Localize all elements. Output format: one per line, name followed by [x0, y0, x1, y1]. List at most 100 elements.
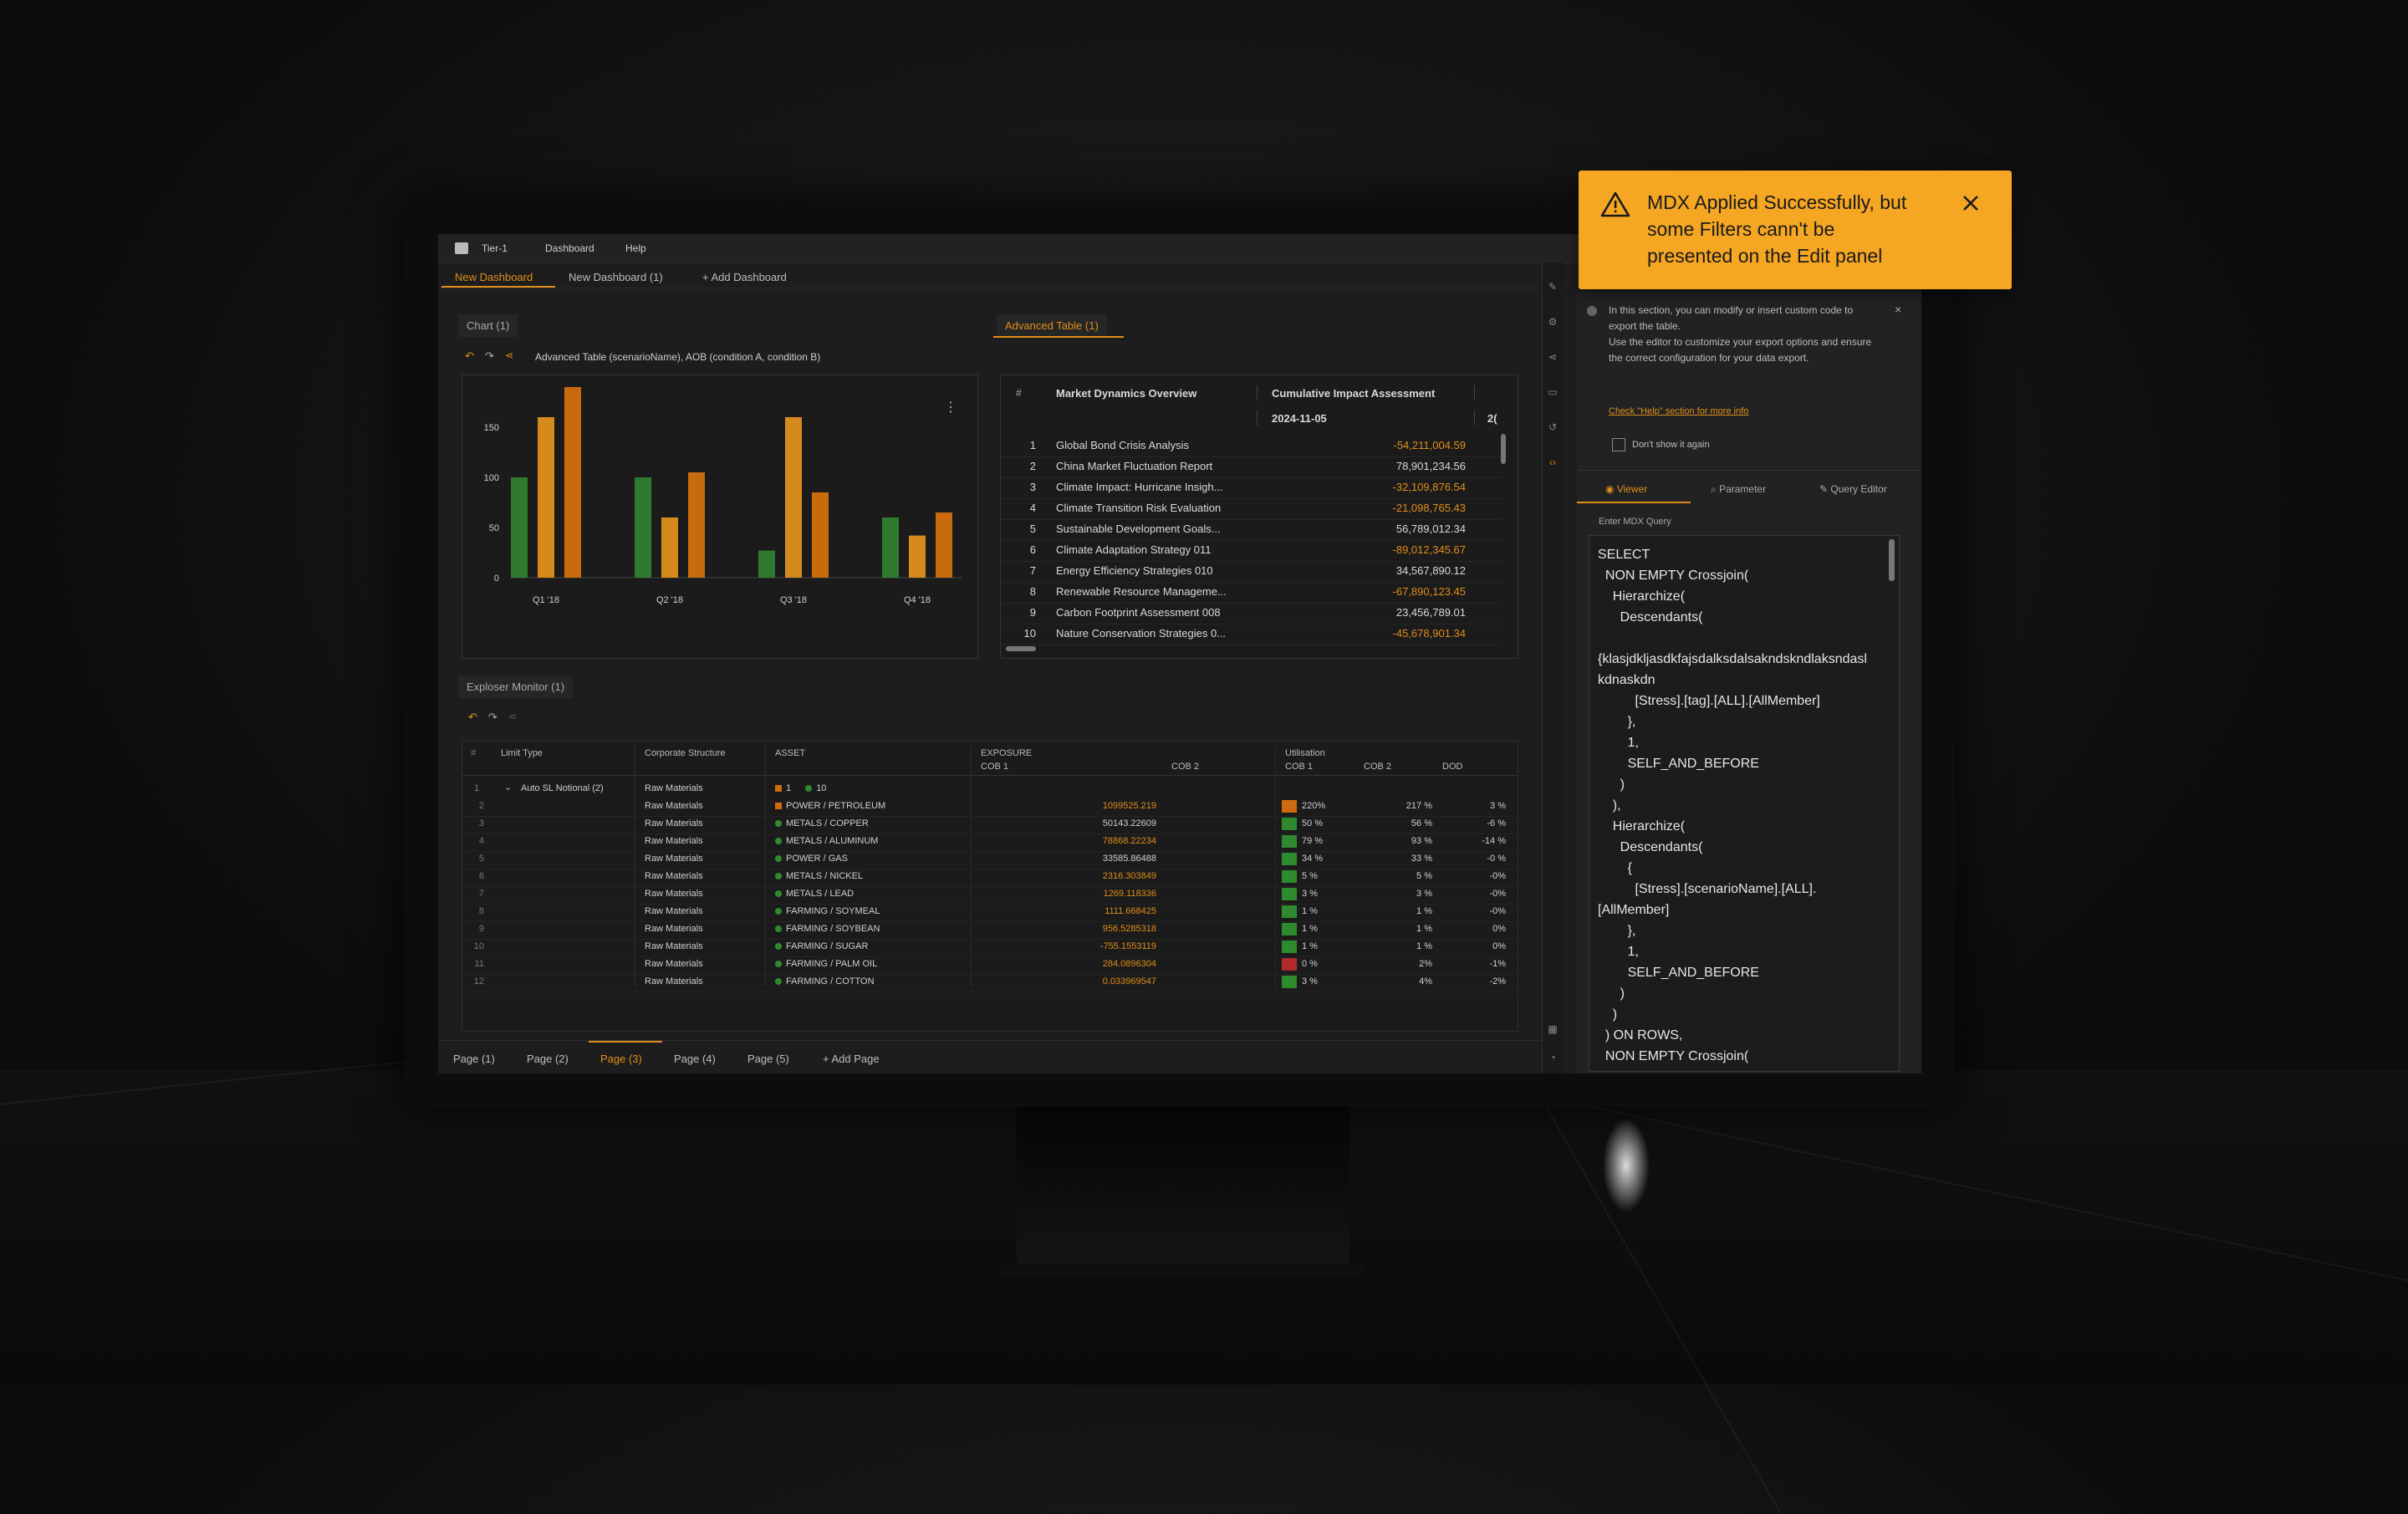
col-utilisation[interactable]: Utilisation	[1285, 748, 1325, 758]
close-info-icon[interactable]: ×	[1895, 303, 1901, 316]
grid-icon[interactable]: ▦	[1547, 1023, 1559, 1035]
row-index: 3	[469, 818, 484, 828]
asset-label: POWER / PETROLEUM	[786, 801, 885, 811]
col-dod[interactable]: DOD	[1442, 762, 1462, 772]
row-index: 5	[1019, 523, 1036, 535]
row-exposure: 33585.86488	[1039, 854, 1156, 864]
col-corporate-structure[interactable]: Corporate Structure	[645, 748, 726, 758]
mdx-query-text[interactable]: SELECT NON EMPTY Crossjoin( Hierarchize(…	[1589, 536, 1899, 1072]
history-icon[interactable]: ↺	[1547, 421, 1559, 433]
col-asset[interactable]: ASSET	[775, 748, 805, 758]
bar[interactable]	[936, 512, 952, 578]
row-index: 1	[1019, 439, 1036, 451]
tab-page-1[interactable]: Page (1)	[453, 1053, 495, 1065]
tab-new-dashboard[interactable]: New Dashboard	[455, 271, 533, 283]
row-util-cob2: 56 %	[1365, 818, 1432, 828]
editor-scrollbar[interactable]	[1889, 539, 1895, 581]
monitor-icon[interactable]: ▭	[1547, 386, 1559, 398]
row-index: 6	[469, 871, 484, 881]
tab-viewer[interactable]: ◉ Viewer	[1605, 483, 1647, 495]
mdx-query-editor[interactable]: SELECT NON EMPTY Crossjoin( Hierarchize(…	[1589, 535, 1900, 1072]
bell-icon[interactable]: ◔	[1547, 1052, 1559, 1063]
bar[interactable]	[688, 472, 705, 578]
redo-icon[interactable]: ↷	[485, 349, 494, 363]
row-util-cob1: 50 %	[1302, 818, 1323, 828]
col-exposure[interactable]: EXPOSURE	[981, 748, 1032, 758]
header-cumulative-impact[interactable]: Cumulative Impact Assessment	[1272, 387, 1435, 400]
bar[interactable]	[661, 517, 678, 578]
dont-show-checkbox[interactable]	[1612, 438, 1625, 451]
add-dashboard-button[interactable]: + Add Dashboard	[702, 271, 787, 283]
chart-panel-tab[interactable]: Chart (1)	[458, 314, 518, 337]
group-row-limit[interactable]: Auto SL Notional (2)	[521, 783, 604, 793]
settings-icon[interactable]: ⚙	[1547, 316, 1559, 328]
tab-parameter[interactable]: ⌕ Parameter	[1711, 483, 1766, 496]
col-limit-type[interactable]: Limit Type	[501, 748, 543, 758]
bar[interactable]	[511, 477, 528, 578]
header-divider	[1474, 410, 1475, 426]
menu-dashboard[interactable]: Dashboard	[545, 242, 594, 254]
tab-page-5[interactable]: Page (5)	[747, 1053, 789, 1065]
col-utilisation-cob2[interactable]: COB 2	[1364, 762, 1391, 772]
bar[interactable]	[812, 492, 829, 578]
tab-page-4[interactable]: Page (4)	[674, 1053, 716, 1065]
bar[interactable]	[538, 417, 554, 578]
advanced-table-tab[interactable]: Advanced Table (1)	[997, 314, 1107, 337]
bar[interactable]	[909, 536, 926, 578]
tab-page-3[interactable]: Page (3)	[600, 1053, 642, 1065]
explorer-undo-icon[interactable]: ↶	[468, 711, 477, 724]
col-exposure-cob1[interactable]: COB 1	[981, 762, 1008, 772]
undo-icon[interactable]: ↶	[465, 349, 474, 363]
bar[interactable]	[758, 551, 775, 578]
bar[interactable]	[564, 387, 581, 578]
share-icon[interactable]: ⋖	[505, 349, 513, 361]
row-name: Carbon Footprint Assessment 008	[1056, 606, 1221, 619]
edit-icon[interactable]: ✎	[1547, 281, 1559, 293]
add-page-button[interactable]: + Add Page	[823, 1053, 880, 1065]
bar[interactable]	[785, 417, 802, 578]
vertical-scrollbar[interactable]	[1501, 434, 1506, 464]
col-exposure-cob2[interactable]: COB 2	[1171, 762, 1199, 772]
green-dot-icon	[775, 978, 782, 985]
menu-help[interactable]: Help	[625, 242, 646, 254]
bar[interactable]	[635, 477, 651, 578]
header-market-dynamics[interactable]: Market Dynamics Overview	[1056, 387, 1196, 400]
tab-page-2[interactable]: Page (2)	[527, 1053, 569, 1065]
row-index: 10	[469, 941, 484, 951]
bar[interactable]	[882, 517, 899, 578]
share-icon[interactable]: ⋖	[1547, 351, 1559, 363]
expand-chevron-icon[interactable]: ⌄	[504, 782, 512, 793]
explorer-monitor-tab[interactable]: Exploser Monitor (1)	[458, 675, 573, 698]
horizontal-scrollbar[interactable]	[1006, 646, 1036, 651]
close-icon[interactable]	[1962, 194, 1980, 212]
code-icon[interactable]: ‹›	[1547, 456, 1559, 468]
explorer-share-icon[interactable]: ⋖	[508, 711, 517, 722]
page-tabs: Page (1) Page (2) Page (3) Page (4) Page…	[438, 1040, 1542, 1073]
tab-query-editor[interactable]: ✎ Query Editor	[1819, 483, 1887, 495]
tab-new-dashboard-1[interactable]: New Dashboard (1)	[569, 271, 663, 283]
explorer-redo-icon[interactable]: ↷	[488, 711, 497, 724]
help-link[interactable]: Check "Help" section for more info	[1609, 406, 1748, 416]
col-utilisation-cob1[interactable]: COB 1	[1285, 762, 1313, 772]
